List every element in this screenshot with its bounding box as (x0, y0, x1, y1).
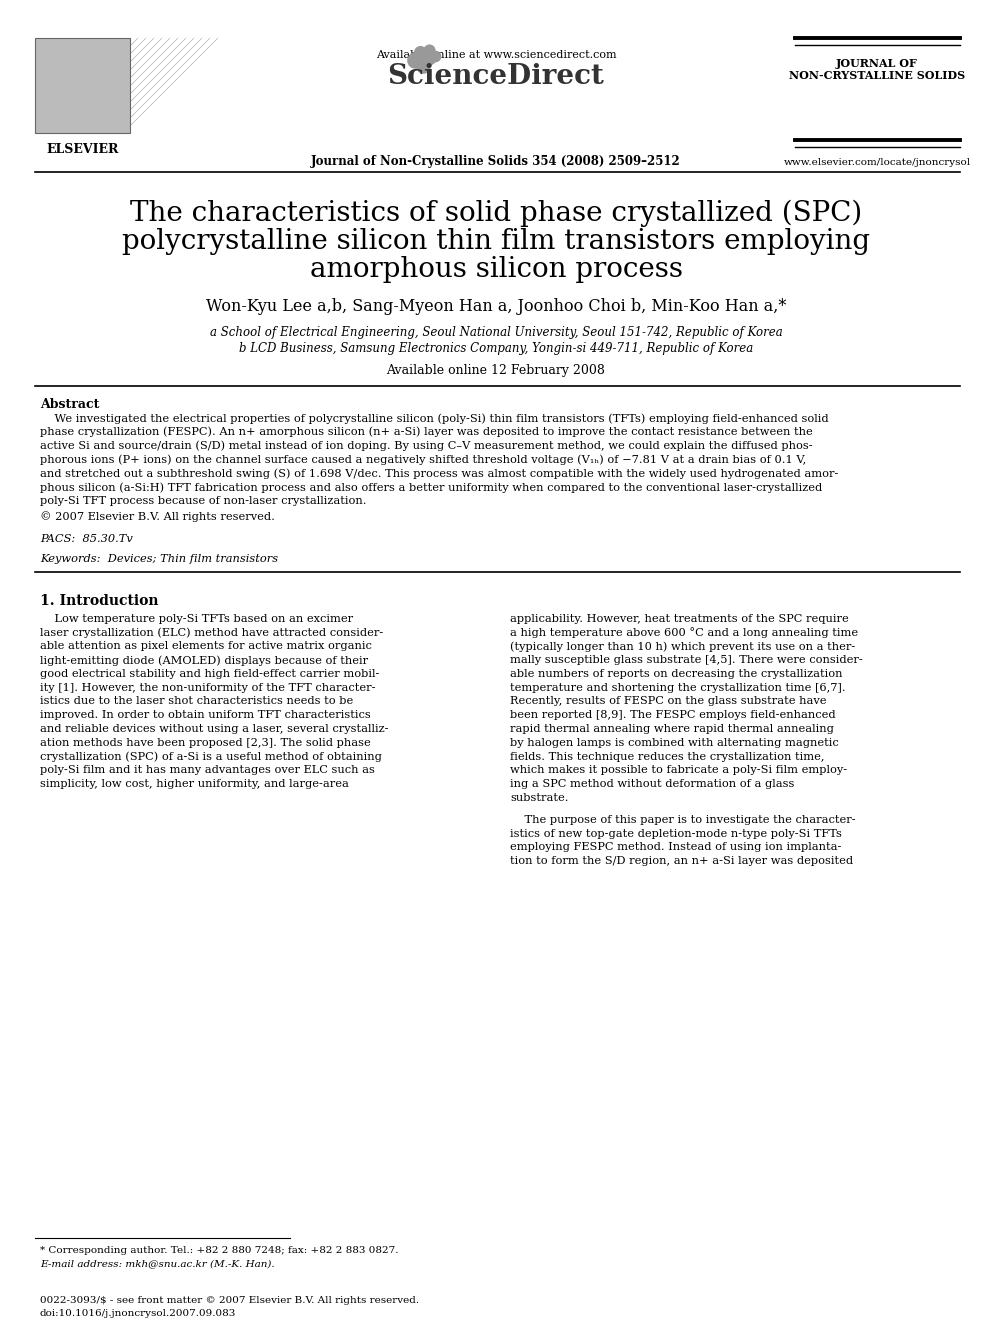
Text: Keywords:  Devices; Thin film transistors: Keywords: Devices; Thin film transistors (40, 553, 278, 564)
Text: crystallization (SPC) of a-Si is a useful method of obtaining: crystallization (SPC) of a-Si is a usefu… (40, 751, 382, 762)
Text: and reliable devices without using a laser, several crystalliz-: and reliable devices without using a las… (40, 724, 389, 734)
Text: JOURNAL OF: JOURNAL OF (836, 58, 918, 69)
Text: phase crystallization (FESPC). An n+ amorphous silicon (n+ a-Si) layer was depos: phase crystallization (FESPC). An n+ amo… (40, 427, 812, 438)
Point (415, 56, 431, 77)
Text: 0022-3093/$ - see front matter © 2007 Elsevier B.V. All rights reserved.: 0022-3093/$ - see front matter © 2007 El… (40, 1297, 420, 1304)
Text: applicability. However, heat treatments of the SPC require: applicability. However, heat treatments … (510, 614, 849, 623)
Text: rapid thermal annealing where rapid thermal annealing: rapid thermal annealing where rapid ther… (510, 724, 834, 734)
Text: good electrical stability and high field-effect carrier mobil-: good electrical stability and high field… (40, 669, 379, 679)
Text: Recently, results of FESPC on the glass substrate have: Recently, results of FESPC on the glass … (510, 696, 826, 706)
Point (428, 45, 443, 66)
Text: phorous ions (P+ ions) on the channel surface caused a negatively shifted thresh: phorous ions (P+ ions) on the channel su… (40, 454, 806, 464)
Point (421, 48, 436, 69)
Text: The characteristics of solid phase crystallized (SPC): The characteristics of solid phase cryst… (130, 200, 862, 228)
Text: poly-Si TFT process because of non-laser crystallization.: poly-Si TFT process because of non-laser… (40, 496, 366, 505)
Text: istics of new top-gate depletion-mode n-type poly-Si TFTs: istics of new top-gate depletion-mode n-… (510, 828, 842, 839)
Text: ELSEVIER: ELSEVIER (47, 143, 119, 156)
Text: substrate.: substrate. (510, 792, 568, 803)
Text: 1. Introduction: 1. Introduction (40, 594, 159, 607)
Text: a School of Electrical Engineering, Seoul National University, Seoul 151-742, Re: a School of Electrical Engineering, Seou… (209, 325, 783, 339)
Text: a high temperature above 600 °C and a long annealing time: a high temperature above 600 °C and a lo… (510, 627, 858, 638)
Text: which makes it possible to fabricate a poly-Si film employ-: which makes it possible to fabricate a p… (510, 766, 847, 775)
Text: laser crystallization (ELC) method have attracted consider-: laser crystallization (ELC) method have … (40, 627, 383, 638)
Text: active Si and source/drain (S/D) metal instead of ion doping. By using C–V measu: active Si and source/drain (S/D) metal i… (40, 441, 812, 451)
Text: employing FESPC method. Instead of using ion implanta-: employing FESPC method. Instead of using… (510, 843, 841, 852)
Text: NON-CRYSTALLINE SOLIDS: NON-CRYSTALLINE SOLIDS (789, 70, 965, 81)
Text: E-mail address: mkh@snu.ac.kr (M.-K. Han).: E-mail address: mkh@snu.ac.kr (M.-K. Han… (40, 1259, 275, 1267)
Text: able numbers of reports on decreasing the crystallization: able numbers of reports on decreasing th… (510, 669, 842, 679)
Text: simplicity, low cost, higher uniformity, and large-area: simplicity, low cost, higher uniformity,… (40, 779, 349, 790)
Text: Won-Kyu Lee a,b, Sang-Myeon Han a, Joonhoo Choi b, Min-Koo Han a,*: Won-Kyu Lee a,b, Sang-Myeon Han a, Joonh… (205, 298, 787, 315)
Text: light-emitting diode (AMOLED) displays because of their: light-emitting diode (AMOLED) displays b… (40, 655, 368, 665)
Text: improved. In order to obtain uniform TFT characteristics: improved. In order to obtain uniform TFT… (40, 710, 371, 720)
Text: © 2007 Elsevier B.V. All rights reserved.: © 2007 Elsevier B.V. All rights reserved… (40, 512, 275, 523)
Text: tion to form the S/D region, an n+ a-Si layer was deposited: tion to form the S/D region, an n+ a-Si … (510, 856, 853, 867)
Text: We investigated the electrical properties of polycrystalline silicon (poly-Si) t: We investigated the electrical propertie… (40, 413, 828, 423)
Text: Abstract: Abstract (40, 398, 99, 411)
Text: able attention as pixel elements for active matrix organic: able attention as pixel elements for act… (40, 642, 372, 651)
Text: amorphous silicon process: amorphous silicon process (310, 255, 682, 283)
Text: ity [1]. However, the non-uniformity of the TFT character-: ity [1]. However, the non-uniformity of … (40, 683, 376, 693)
Text: been reported [8,9]. The FESPC employs field-enhanced: been reported [8,9]. The FESPC employs f… (510, 710, 835, 720)
Text: phous silicon (a-Si:H) TFT fabrication process and also offers a better uniformi: phous silicon (a-Si:H) TFT fabrication p… (40, 482, 822, 492)
Text: istics due to the laser shot characteristics needs to be: istics due to the laser shot characteris… (40, 696, 353, 706)
Text: ing a SPC method without deformation of a glass: ing a SPC method without deformation of … (510, 779, 795, 790)
Text: The purpose of this paper is to investigate the character-: The purpose of this paper is to investig… (510, 815, 856, 824)
Text: b LCD Business, Samsung Electronics Company, Yongin-si 449-711, Republic of Kore: b LCD Business, Samsung Electronics Comp… (239, 343, 753, 355)
Text: polycrystalline silicon thin film transistors employing: polycrystalline silicon thin film transi… (122, 228, 870, 255)
Text: (typically longer than 10 h) which prevent its use on a ther-: (typically longer than 10 h) which preve… (510, 642, 855, 652)
Text: by halogen lamps is combined with alternating magnetic: by halogen lamps is combined with altern… (510, 738, 839, 747)
Text: fields. This technique reduces the crystallization time,: fields. This technique reduces the cryst… (510, 751, 824, 762)
Bar (35, 38, 130, 134)
Text: Available online 12 February 2008: Available online 12 February 2008 (387, 364, 605, 377)
Text: doi:10.1016/j.jnoncrysol.2007.09.083: doi:10.1016/j.jnoncrysol.2007.09.083 (40, 1308, 236, 1318)
Text: PACS:  85.30.Tv: PACS: 85.30.Tv (40, 533, 133, 544)
Text: Journal of Non-Crystalline Solids 354 (2008) 2509–2512: Journal of Non-Crystalline Solids 354 (2… (311, 155, 681, 168)
Text: ScienceDirect: ScienceDirect (388, 64, 604, 90)
Text: * Corresponding author. Tel.: +82 2 880 7248; fax: +82 2 883 0827.: * Corresponding author. Tel.: +82 2 880 … (40, 1246, 399, 1256)
Text: mally susceptible glass substrate [4,5]. There were consider-: mally susceptible glass substrate [4,5].… (510, 655, 863, 665)
Text: www.elsevier.com/locate/jnoncrysol: www.elsevier.com/locate/jnoncrysol (784, 157, 970, 167)
Text: ation methods have been proposed [2,3]. The solid phase: ation methods have been proposed [2,3]. … (40, 738, 371, 747)
Point (412, 41, 428, 62)
Text: poly-Si film and it has many advantages over ELC such as: poly-Si film and it has many advantages … (40, 766, 375, 775)
Point (407, 49, 423, 70)
Text: Available online at www.sciencedirect.com: Available online at www.sciencedirect.co… (376, 50, 616, 60)
Text: Low temperature poly-Si TFTs based on an excimer: Low temperature poly-Si TFTs based on an… (40, 614, 353, 623)
Text: temperature and shortening the crystallization time [6,7].: temperature and shortening the crystalli… (510, 683, 845, 693)
Point (421, 40, 436, 61)
Text: and stretched out a subthreshold swing (S) of 1.698 V/dec. This process was almo: and stretched out a subthreshold swing (… (40, 468, 838, 479)
